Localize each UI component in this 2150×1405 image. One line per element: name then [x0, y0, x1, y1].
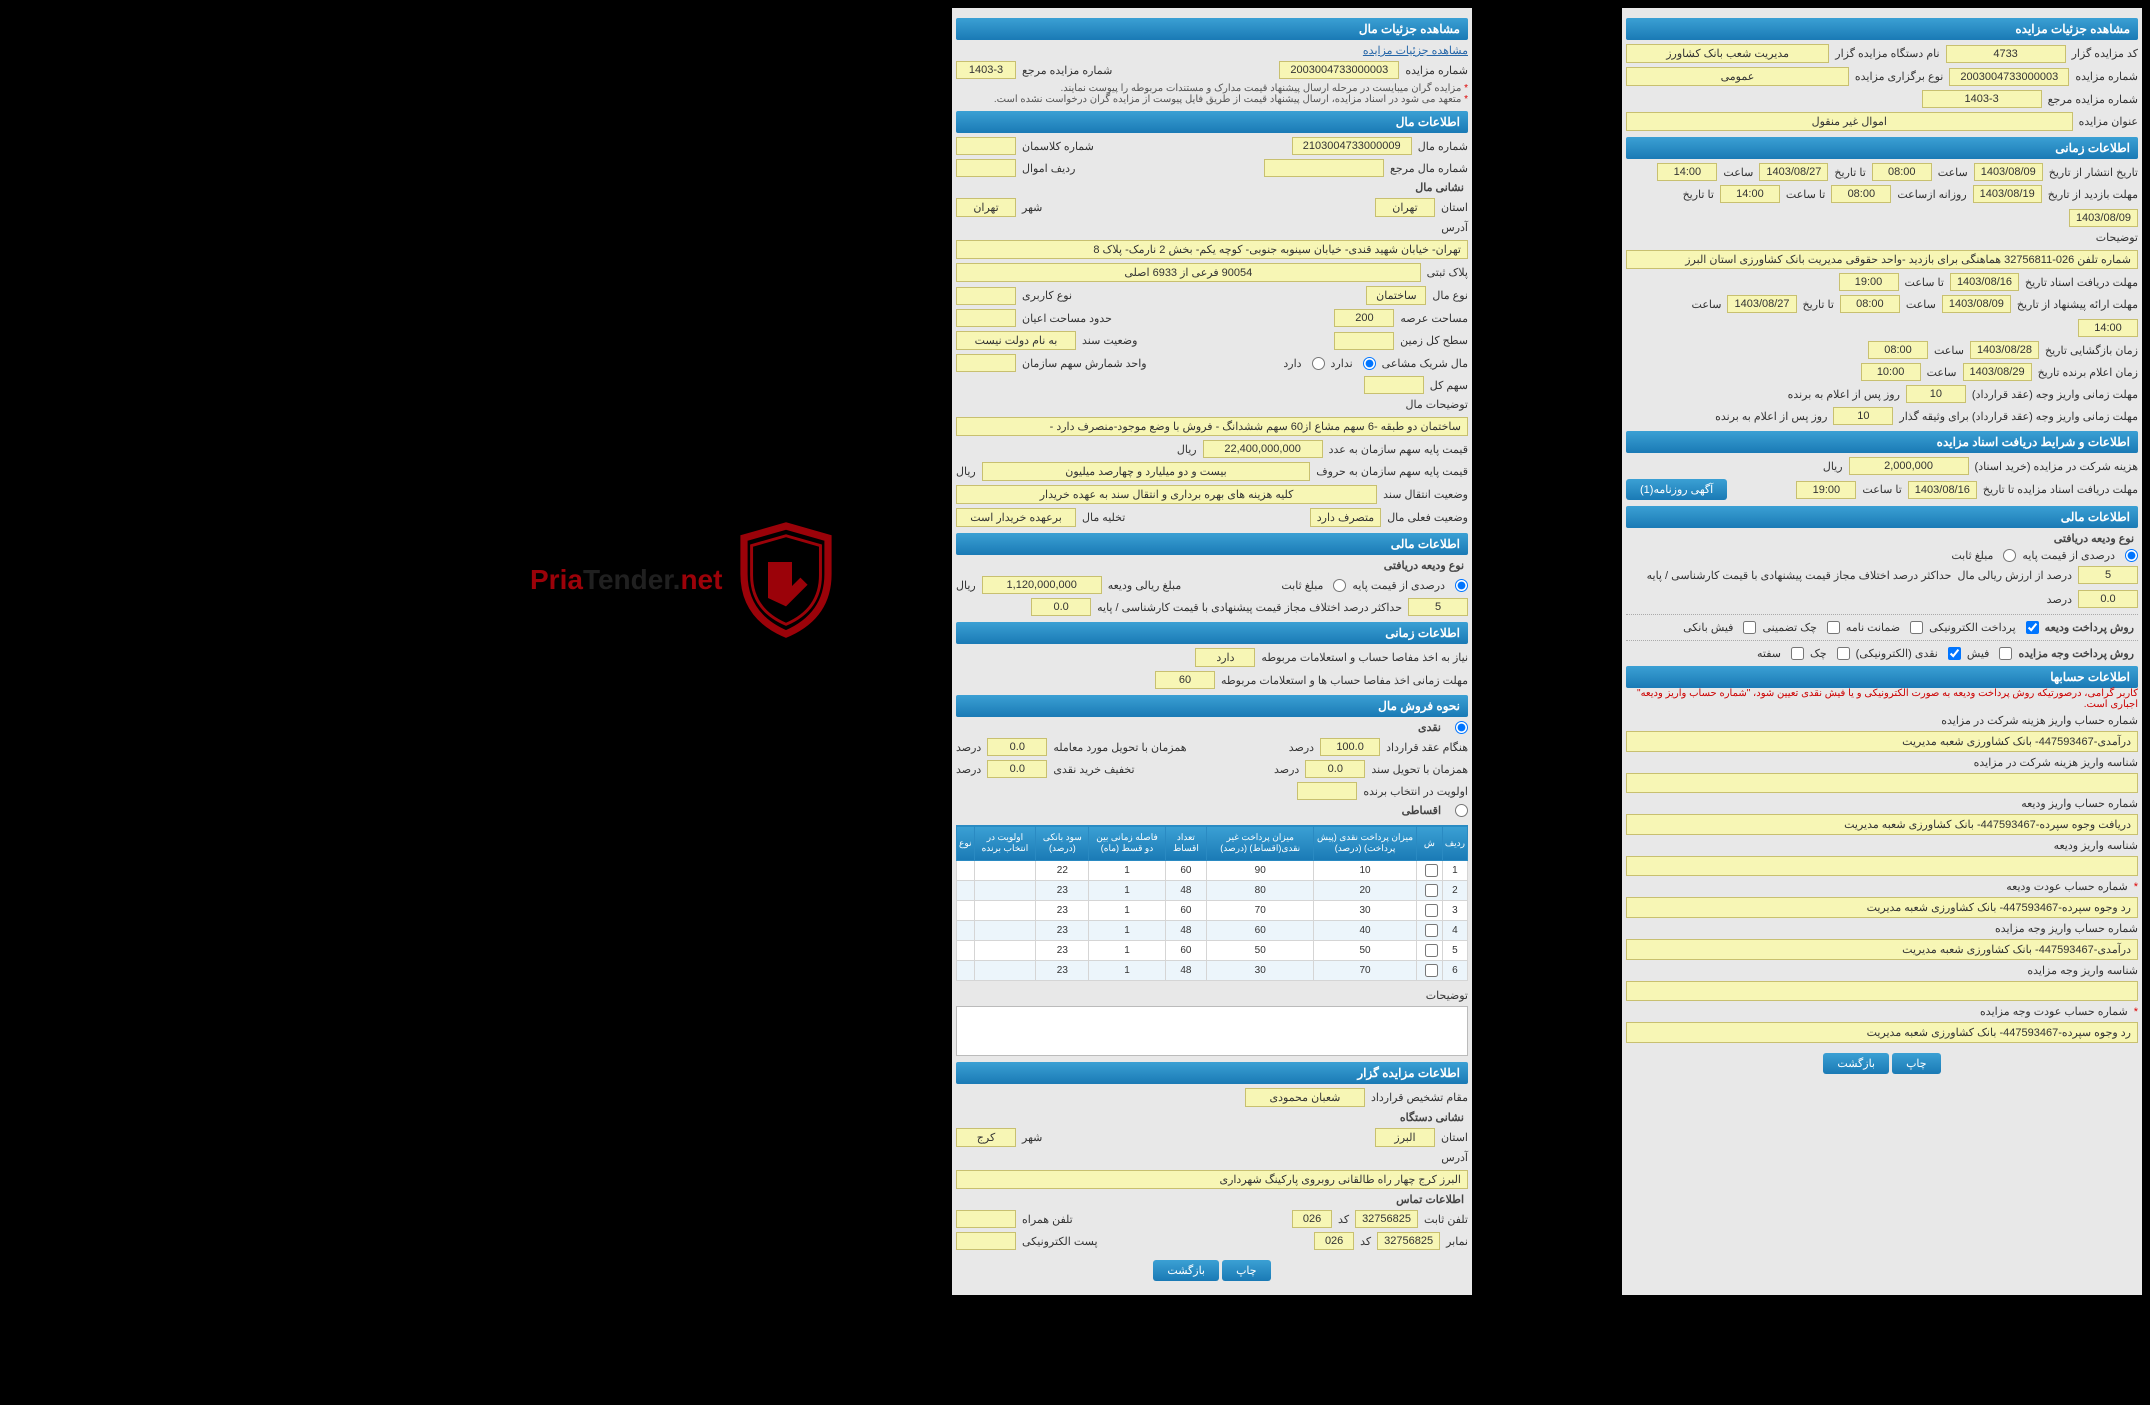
r2-pct[interactable]	[1455, 579, 1468, 592]
btn-back-r[interactable]: بازگشت	[1823, 1053, 1889, 1074]
warn: کاربر گرامی، درصورتیکه روش پرداخت ودیعه …	[1626, 688, 2138, 710]
table-row: 5505060123	[957, 941, 1468, 961]
c-bank[interactable]	[1743, 621, 1756, 634]
c-guar[interactable]	[1910, 621, 1923, 634]
l-type: نوع برگزاری مزایده	[1855, 70, 1943, 83]
table-row: 2208048123	[957, 881, 1468, 901]
hdr-fin: اطلاعات مالی	[1626, 506, 2138, 528]
row-check[interactable]	[1425, 944, 1438, 957]
row-check[interactable]	[1425, 964, 1438, 977]
r-pct[interactable]	[2125, 549, 2138, 562]
hdr-assetinfo: اطلاعات مال	[956, 111, 1468, 133]
r-noshare[interactable]	[1363, 357, 1376, 370]
table-row: 6703048123	[957, 961, 1468, 981]
c2-elec[interactable]	[1948, 647, 1961, 660]
c-elec[interactable]	[2026, 621, 2039, 634]
row-check[interactable]	[1425, 924, 1438, 937]
hdr-time2: اطلاعات زمانی	[956, 622, 1468, 644]
remarks-area[interactable]	[956, 1006, 1468, 1056]
row-check[interactable]	[1425, 904, 1438, 917]
btn-print-r[interactable]: چاپ	[1892, 1053, 1941, 1074]
v-ref: 1403-3	[1922, 90, 2042, 108]
v-code: 4733	[1946, 45, 2066, 63]
hdr-asset: مشاهده جزئیات مال	[956, 18, 1468, 40]
r-fixed[interactable]	[2003, 549, 2016, 562]
hdr-sale: نحوه فروش مال	[956, 695, 1468, 717]
v-num: 2003004733000003	[1949, 68, 2069, 86]
hdr-accounts: اطلاعات حسابها	[1626, 666, 2138, 688]
l-dev: نام دستگاه مزایده گزار	[1835, 47, 1939, 60]
c2-chk[interactable]	[1837, 647, 1850, 660]
btn-newspaper[interactable]: آگهی روزنامه(1)	[1626, 479, 1727, 500]
c2-safte[interactable]	[1791, 647, 1804, 660]
l-ref: شماره مزایده مرجع	[2048, 93, 2138, 106]
r2-fixed[interactable]	[1333, 579, 1346, 592]
l-num: شماره مزایده	[2075, 70, 2138, 83]
hdr-auction: مشاهده جزئیات مزایده	[1626, 18, 2138, 40]
l-code: کد مزایده گزار	[2072, 47, 2138, 60]
r-share[interactable]	[1312, 357, 1325, 370]
link-details[interactable]: مشاهده جزئیات مزایده	[1363, 44, 1468, 57]
table-row: 3307060123	[957, 901, 1468, 921]
row-check[interactable]	[1425, 884, 1438, 897]
btn-back-l[interactable]: بازگشت	[1153, 1260, 1219, 1281]
r-inst[interactable]	[1455, 804, 1468, 817]
v-type: عمومی	[1626, 67, 1849, 86]
hdr-time: اطلاعات زمانی	[1626, 137, 2138, 159]
hdr-org: اطلاعات مزایده گزار	[956, 1062, 1468, 1084]
table-row: 4406048123	[957, 921, 1468, 941]
v-dev: مدیریت شعب بانک کشاورز	[1626, 44, 1829, 63]
table-row: 1109060122	[957, 861, 1468, 881]
l-title: عنوان مزایده	[2079, 115, 2138, 128]
row-check[interactable]	[1425, 864, 1438, 877]
c2-fish[interactable]	[1999, 647, 2012, 660]
c-chk[interactable]	[1827, 621, 1840, 634]
hdr-docs: اطلاعات و شرایط دریافت اسناد مزایده	[1626, 431, 2138, 453]
v-title: اموال غیر منقول	[1626, 112, 2073, 131]
btn-print-l[interactable]: چاپ	[1222, 1260, 1271, 1281]
installment-table: ردیفشمیزان پرداخت نقدی (پیش پرداخت) (درص…	[956, 825, 1468, 981]
r-cash[interactable]	[1455, 721, 1468, 734]
hdr-fin2: اطلاعات مالی	[956, 533, 1468, 555]
